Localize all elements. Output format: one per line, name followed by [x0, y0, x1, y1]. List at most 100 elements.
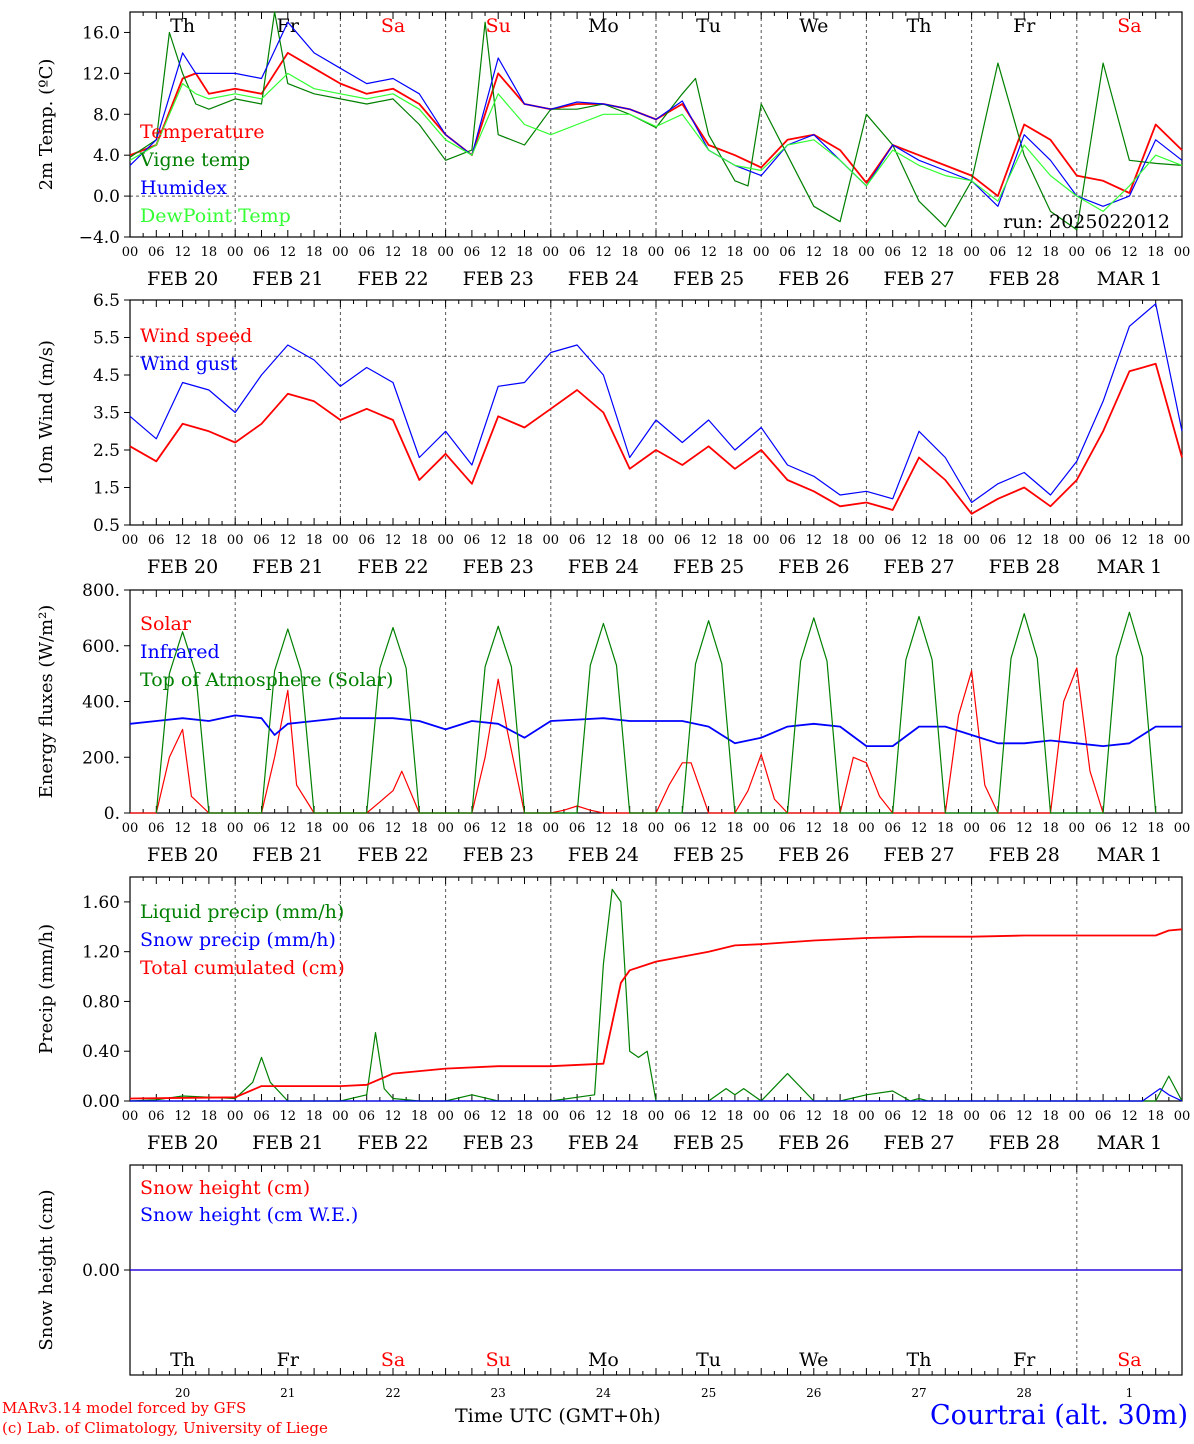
hour-tick-label: 06 — [674, 1109, 691, 1124]
hour-tick-label: 06 — [148, 821, 165, 836]
y-tick-label: 0.00 — [82, 1261, 120, 1281]
hour-tick-label: 00 — [1069, 245, 1086, 260]
hour-tick-label: 00 — [543, 1109, 560, 1124]
legend-entry: Liquid precip (mm/h) — [140, 901, 344, 923]
hour-tick-label: 06 — [253, 1109, 270, 1124]
hour-tick-label: 06 — [464, 245, 481, 260]
hour-tick-label: 00 — [1174, 1109, 1191, 1124]
hour-tick-label: 18 — [1042, 533, 1059, 548]
hour-tick-label: 06 — [884, 1109, 901, 1124]
y-tick-label: 0.80 — [82, 992, 120, 1012]
day-number-label: 27 — [911, 1386, 926, 1400]
hour-tick-label: 00 — [648, 1109, 665, 1124]
hour-tick-label: 06 — [148, 1109, 165, 1124]
hour-tick-label: 18 — [201, 1109, 218, 1124]
hour-tick-label: 00 — [543, 245, 560, 260]
hour-tick-label: 18 — [621, 533, 638, 548]
legend-entry: Snow precip (mm/h) — [140, 929, 336, 951]
hour-tick-label: 00 — [1069, 821, 1086, 836]
hour-tick-label: 06 — [1095, 245, 1112, 260]
hour-tick-label: 00 — [543, 821, 560, 836]
hour-tick-label: 18 — [621, 821, 638, 836]
hour-tick-label: 18 — [306, 533, 323, 548]
day-number-label: 22 — [385, 1386, 400, 1400]
day-number-label: 25 — [701, 1386, 716, 1400]
y-axis-label: Snow height (cm) — [36, 1189, 57, 1350]
y-tick-label: 4.0 — [93, 146, 120, 166]
panel-frame — [129, 589, 1183, 814]
hour-tick-label: 18 — [832, 245, 849, 260]
hour-tick-label: 06 — [990, 1109, 1007, 1124]
weekday-label: Fr — [277, 15, 300, 37]
hour-tick-label: 00 — [122, 245, 139, 260]
day-number-label: 26 — [806, 1386, 821, 1400]
day-number-label: 28 — [1017, 1386, 1032, 1400]
weekday-label: Tu — [696, 1349, 721, 1371]
hour-tick-label: 18 — [201, 821, 218, 836]
hour-tick-label: 00 — [227, 821, 244, 836]
hour-tick-label: 18 — [937, 1109, 954, 1124]
hour-tick-label: 00 — [648, 533, 665, 548]
weekday-label: We — [799, 1349, 828, 1371]
hour-tick-label: 00 — [227, 1109, 244, 1124]
hour-tick-label: 12 — [806, 245, 823, 260]
hour-tick-label: 00 — [963, 821, 980, 836]
hour-tick-label: 00 — [858, 245, 875, 260]
date-label: FEB 24 — [568, 844, 639, 866]
hour-tick-label: 18 — [727, 533, 744, 548]
hour-tick-label: 06 — [779, 821, 796, 836]
legend-entry: Top of Atmosphere (Solar) — [140, 669, 393, 691]
y-axis-label: 2m Temp. (ºC) — [36, 59, 57, 191]
hour-tick-label: 12 — [174, 533, 191, 548]
weekday-label: Fr — [1013, 1349, 1036, 1371]
date-label: FEB 27 — [883, 844, 954, 866]
date-label: FEB 28 — [989, 1132, 1060, 1154]
hour-tick-label: 18 — [1147, 533, 1164, 548]
hour-tick-label: 18 — [516, 821, 533, 836]
date-label: FEB 22 — [357, 844, 428, 866]
hour-tick-label: 18 — [1042, 1109, 1059, 1124]
series-line-3 — [129, 21, 1183, 207]
hour-tick-label: 12 — [1016, 821, 1033, 836]
date-label: FEB 20 — [147, 844, 218, 866]
series-line-1 — [129, 362, 1183, 515]
legend-entry: Temperature — [140, 121, 264, 143]
date-label: FEB 20 — [147, 268, 218, 290]
hour-tick-label: 18 — [411, 821, 428, 836]
hour-tick-label: 00 — [963, 245, 980, 260]
weekday-label: We — [799, 15, 828, 37]
date-label: FEB 25 — [673, 1132, 744, 1154]
date-label: FEB 21 — [252, 844, 323, 866]
hour-tick-label: 06 — [990, 821, 1007, 836]
hour-tick-label: 00 — [332, 821, 349, 836]
hour-tick-label: 06 — [253, 821, 270, 836]
y-tick-label: 0.0 — [93, 187, 120, 207]
day-number-label: 23 — [491, 1386, 506, 1400]
y-tick-label: 1.5 — [93, 479, 120, 499]
hour-tick-label: 06 — [884, 245, 901, 260]
hour-tick-label: 06 — [148, 533, 165, 548]
weekday-label: Su — [486, 1349, 511, 1371]
date-label: FEB 26 — [778, 844, 849, 866]
y-tick-label: 800. — [82, 581, 120, 601]
hour-tick-label: 06 — [569, 1109, 586, 1124]
y-tick-label: 0. — [104, 804, 120, 824]
hour-tick-label: 18 — [832, 533, 849, 548]
hour-tick-label: 12 — [490, 1109, 507, 1124]
date-label: MAR 1 — [1097, 268, 1163, 290]
hour-tick-label: 12 — [1016, 1109, 1033, 1124]
date-label: FEB 27 — [883, 556, 954, 578]
hour-tick-label: 12 — [1121, 245, 1138, 260]
y-tick-label: 0.40 — [82, 1042, 120, 1062]
hour-tick-label: 00 — [648, 245, 665, 260]
hour-tick-label: 06 — [464, 1109, 481, 1124]
legend-entry: Wind speed — [140, 325, 252, 347]
hour-tick-label: 00 — [858, 821, 875, 836]
weekday-label: Mo — [588, 1349, 619, 1371]
panel-frame — [129, 299, 1183, 526]
y-tick-label: 0.5 — [93, 516, 120, 536]
legend-entry: Snow height (cm W.E.) — [140, 1204, 358, 1226]
hour-tick-label: 18 — [937, 245, 954, 260]
date-label: FEB 25 — [673, 844, 744, 866]
date-label: FEB 25 — [673, 268, 744, 290]
